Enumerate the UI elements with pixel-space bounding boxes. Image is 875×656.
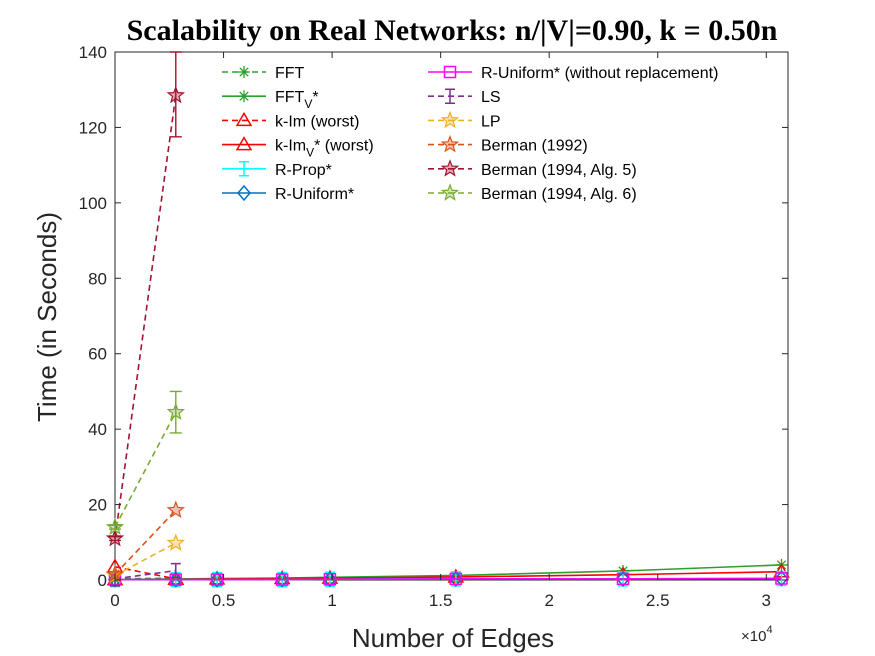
x-axis-exponent: ×104 (741, 624, 773, 645)
legend-item: LS (428, 88, 501, 106)
data-point (448, 570, 463, 588)
legend-item: R-Prop* (222, 161, 332, 179)
y-tick-label: 20 (88, 496, 107, 515)
series-line (114, 95, 177, 539)
plot-box (114, 51, 789, 581)
series-line (114, 542, 177, 577)
x-tick-label: 2.5 (646, 591, 670, 610)
y-tick-label: 40 (88, 420, 107, 439)
y-tick-label: 60 (88, 345, 107, 364)
legend-item: R-Uniform* (222, 184, 354, 203)
legend-marker (443, 65, 457, 79)
data-point (322, 571, 337, 588)
legend-label: k-Im (worst) (275, 113, 359, 130)
data-point (275, 573, 289, 586)
legend-label: LP (481, 113, 501, 130)
legend-item: Berman (1994, Alg. 5) (428, 159, 637, 179)
error-bar (169, 51, 182, 138)
y-tick-label: 140 (79, 43, 107, 62)
legend-label: R-Uniform* (275, 186, 354, 203)
series-7 (110, 562, 181, 587)
legend-item: k-ImV* (worst) (222, 136, 374, 160)
data-point (166, 85, 186, 104)
legend-marker (440, 183, 460, 201)
legend-item: FFT (222, 65, 305, 82)
legend-marker (440, 110, 460, 129)
data-point (170, 562, 181, 579)
chart-title: Scalability on Real Networks: n/|V|=0.90… (127, 14, 778, 47)
data-point (210, 571, 225, 588)
series-layer (105, 51, 790, 588)
legend: FFT FFTV* k-Im (worst) k-ImV* (worst) R-Prop… (222, 65, 718, 203)
y-tick-label: 100 (79, 194, 107, 213)
legend-item: R-Uniform* (without replacement) (428, 65, 718, 82)
legend-item: LP (428, 110, 501, 130)
series-10 (105, 51, 186, 547)
x-tick-label: 1.5 (429, 591, 453, 610)
legend-marker (235, 111, 253, 127)
legend-item: Berman (1992) (428, 134, 588, 155)
series-line (114, 566, 176, 580)
data-point (210, 573, 224, 586)
legend-label: R-Prop* (275, 162, 332, 179)
legend-label: R-Uniform* (without replacement) (481, 65, 718, 82)
legend-label: Berman (1992) (481, 138, 588, 155)
legend-label: FFT (275, 65, 305, 82)
data-point (323, 572, 337, 586)
data-point (774, 570, 789, 587)
x-axis-label: Number of Edges (352, 623, 554, 653)
y-tick-label: 80 (88, 269, 107, 288)
x-tick-label: 0 (110, 591, 119, 610)
series-9 (105, 500, 186, 583)
x-tick-label: 0.5 (212, 591, 236, 610)
legend-marker (235, 136, 253, 151)
data-point (166, 402, 186, 421)
data-point (775, 572, 788, 585)
legend-item: Berman (1994, Alg. 6) (428, 183, 637, 203)
data-point (166, 500, 186, 519)
data-point (449, 572, 463, 586)
legend-label: Berman (1994, Alg. 6) (481, 186, 637, 203)
series-line (114, 509, 177, 575)
series-11 (105, 390, 186, 536)
data-point (275, 571, 290, 588)
plot-area (114, 51, 789, 581)
y-axis-label: Time (in Seconds) (32, 212, 62, 422)
axes: 0 0.5 1 1.5 2 2.5 3 0 20 40 60 80 100 120 140 (79, 43, 788, 610)
data-point (616, 572, 630, 586)
legend-marker (440, 159, 460, 177)
legend-marker (238, 90, 250, 103)
series-line (114, 569, 176, 580)
data-point (616, 570, 630, 588)
legend-marker (445, 88, 455, 104)
legend-label: FFTV* (275, 89, 319, 111)
error-bar (169, 390, 182, 434)
legend-item: FFTV* (222, 89, 319, 111)
legend-label: Berman (1994, Alg. 5) (481, 162, 637, 179)
data-point (105, 528, 125, 547)
legend-item: k-Im (worst) (222, 111, 359, 130)
data-point (166, 533, 186, 551)
legend-marker (237, 184, 251, 202)
series-line (115, 577, 782, 581)
series-6 (108, 572, 788, 586)
data-point (105, 517, 125, 536)
x-tick-label: 3 (762, 591, 771, 610)
x-tick-label: 2 (544, 591, 553, 610)
legend-marker (238, 66, 250, 78)
x-tick-label: 1 (327, 591, 336, 610)
legend-marker (440, 134, 460, 153)
legend-label: LS (481, 89, 501, 106)
legend-label: k-ImV* (worst) (275, 138, 374, 160)
y-tick-label: 0 (98, 571, 107, 590)
series-line (114, 411, 177, 528)
y-tick-label: 120 (79, 118, 107, 137)
legend-marker (239, 161, 249, 177)
